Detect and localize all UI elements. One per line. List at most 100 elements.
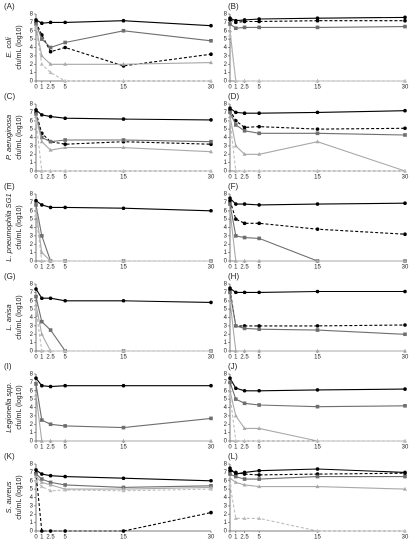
panel-label: (I) [4,362,12,371]
y-tick-label: 8 [224,462,228,468]
y-tick-label: 4 [30,315,34,321]
y-tick-label: 3 [30,413,34,419]
marker [228,482,232,487]
x-tick-label: 5 [63,535,67,541]
marker [209,208,213,213]
marker [403,289,407,294]
marker [39,484,44,489]
y-tick-label: 4 [224,45,228,51]
marker [234,26,238,31]
marker [121,117,126,121]
series-line [35,476,212,490]
series-line [229,120,405,172]
y-tick-label: 6 [224,478,228,484]
marker [40,418,44,422]
x-tick-label: 5 [63,355,67,361]
marker [39,348,44,353]
y-tick-label: 0 [224,529,228,535]
marker [121,18,126,23]
marker [315,25,320,30]
marker [234,234,238,238]
marker [257,348,262,353]
marker [403,15,407,20]
x-tick-label: 1 [234,175,238,181]
marker [257,124,261,129]
marker [315,289,320,294]
x-tick-label: 0 [34,175,38,181]
y-tick-label: 4 [30,225,34,231]
x-tick-label: 1 [234,535,238,541]
y-tick-label: 2 [30,332,34,338]
marker [39,168,44,173]
marker [228,18,232,22]
x-tick-label: 2.5 [240,535,249,541]
x-tick-label: 30 [402,355,409,361]
marker [242,426,247,430]
y-tick-label: 8 [224,192,228,198]
marker [257,327,261,332]
y-tick-label: 7 [224,290,228,296]
x-tick-label: 30 [208,175,215,181]
y-tick-label: 3 [224,323,228,329]
marker [63,529,67,533]
y-tick-label: 0 [224,439,228,445]
marker [34,302,38,307]
marker [315,474,320,479]
y-tick-label: 3 [224,233,228,239]
y-tick-label: 8 [224,102,228,108]
y-tick-label: 5 [30,217,34,223]
marker [234,324,238,328]
x-tick-label: 2.5 [46,355,55,361]
y-tick-label: 7 [224,470,228,476]
marker [234,386,238,391]
marker [228,392,232,397]
y-tick-label: 0 [30,439,34,445]
x-tick-label: 1 [234,445,238,451]
series-line [229,112,406,136]
marker [228,198,232,203]
marker [39,480,44,484]
y-tick-label: 3 [224,53,228,59]
marker [403,232,407,236]
marker [242,152,247,156]
series-line [229,292,406,335]
marker [242,258,247,263]
panel-label: (H) [228,272,239,281]
y-tick-label: 8 [224,372,228,378]
y-tick-label: 8 [224,12,228,18]
y-tick-label: 5 [30,307,34,313]
marker [121,348,126,353]
y-tick-label: 1 [30,250,34,256]
x-tick-label: 30 [208,85,215,91]
series-line [229,394,405,442]
marker [121,258,126,263]
x-tick-label: 1 [40,535,44,541]
marker [63,116,67,121]
marker [315,484,320,489]
marker [40,203,44,207]
x-tick-label: 5 [257,445,261,451]
marker [48,328,53,332]
marker [63,348,68,353]
marker [48,384,53,389]
y-tick-label: 6 [30,478,34,484]
marker [228,118,232,123]
marker [257,403,261,407]
marker [48,438,53,443]
marker [228,28,232,33]
panel-label: (D) [228,92,239,101]
y-axis-label: cfu/mL (log10) [16,475,23,519]
marker [315,168,320,173]
marker [40,529,44,533]
marker [48,482,53,487]
y-axis-label: cfu/mL (log10) [16,25,23,69]
marker [40,113,44,117]
y-tick-label: 7 [224,200,228,206]
marker [242,19,247,24]
series-line [35,210,211,262]
marker [315,328,320,332]
x-tick-label: 15 [120,175,127,181]
marker [121,476,126,481]
y-tick-label: 3 [224,143,228,149]
y-tick-label: 6 [30,298,34,304]
